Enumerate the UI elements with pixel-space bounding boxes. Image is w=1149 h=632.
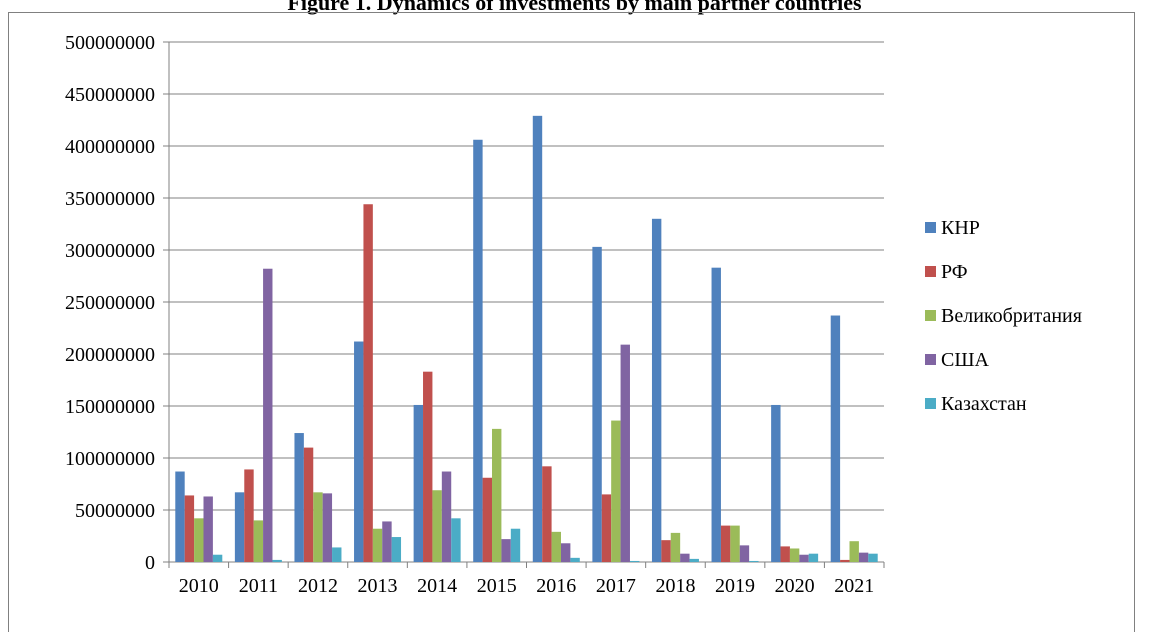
legend-swatch	[925, 310, 936, 321]
bar	[492, 428, 502, 562]
bar	[203, 496, 213, 562]
bar	[212, 554, 223, 562]
bar	[808, 553, 819, 562]
y-tick-label: 0	[145, 552, 155, 574]
x-tick-label: 2018	[655, 575, 695, 597]
y-tick-label: 100000000	[65, 448, 155, 470]
bar	[840, 559, 850, 562]
bar	[749, 560, 759, 562]
bar	[313, 492, 323, 562]
y-tick-label: 300000000	[65, 240, 155, 262]
x-tick-label: 2016	[536, 575, 576, 597]
bar	[858, 552, 869, 562]
bar	[423, 371, 433, 562]
bar	[382, 521, 392, 562]
bar	[570, 557, 580, 562]
bar	[354, 341, 364, 562]
chart-frame	[8, 12, 1135, 632]
bar	[611, 420, 621, 562]
y-tick-label: 150000000	[65, 396, 155, 418]
x-tick-label: 2012	[298, 575, 338, 597]
legend-label: США	[941, 349, 990, 371]
x-tick-label: 2015	[477, 575, 517, 597]
bar	[432, 490, 442, 562]
bar	[780, 546, 790, 562]
bar	[332, 547, 342, 562]
bar	[551, 531, 561, 562]
y-tick-label: 500000000	[65, 32, 155, 54]
bar	[451, 518, 461, 562]
bar	[771, 404, 781, 562]
bar	[263, 268, 273, 562]
bar	[739, 545, 750, 562]
bar	[303, 447, 314, 562]
bar	[194, 518, 204, 562]
legend-label: Казахстан	[941, 393, 1027, 415]
bar	[272, 559, 282, 562]
legend-swatch	[925, 222, 936, 233]
bar	[184, 495, 195, 562]
bar	[629, 560, 640, 562]
bar-chart: 0 50000000 100000000 150000000 200000000 2500…	[65, 32, 1082, 597]
bar	[711, 267, 721, 562]
bar	[532, 115, 543, 562]
bar	[234, 492, 245, 562]
bar	[620, 344, 630, 562]
bar	[501, 539, 511, 562]
bar	[799, 554, 809, 562]
bar	[830, 315, 841, 562]
legend-label: РФ	[941, 261, 968, 283]
x-tick-label: 2014	[417, 575, 457, 597]
y-tick-label: 400000000	[65, 136, 155, 158]
bar	[730, 525, 740, 562]
legend-label: КНР	[941, 217, 980, 239]
y-tick-label: 250000000	[65, 292, 155, 314]
bar	[253, 520, 264, 562]
y-tick-label: 50000000	[75, 500, 155, 522]
bar	[175, 471, 185, 562]
bar	[789, 548, 800, 562]
bar	[592, 246, 602, 562]
y-tick-label: 450000000	[65, 84, 155, 106]
bar	[372, 528, 383, 562]
bar	[868, 553, 878, 562]
legend-label: Великобритания	[941, 305, 1082, 327]
bar	[689, 558, 699, 562]
y-tick-label: 200000000	[65, 344, 155, 366]
bar	[560, 543, 571, 562]
x-tick-label: 2021	[834, 575, 874, 597]
bar	[322, 493, 333, 562]
y-tick-label: 350000000	[65, 188, 155, 210]
bar	[720, 525, 731, 562]
bar	[294, 433, 304, 562]
bar	[473, 139, 483, 562]
legend-swatch	[925, 354, 936, 365]
legend-swatch	[925, 266, 936, 277]
bar	[680, 553, 690, 562]
x-tick-label: 2020	[775, 575, 815, 597]
bar	[482, 477, 493, 562]
x-tick-label: 2010	[179, 575, 219, 597]
chart-title: Figure 1. Dynamics of investments by mai…	[287, 0, 862, 15]
x-tick-label: 2011	[239, 575, 278, 597]
bar	[510, 528, 521, 562]
bar	[363, 204, 373, 563]
legend-swatch	[925, 398, 936, 409]
x-tick-label: 2013	[358, 575, 398, 597]
x-tick-label: 2017	[596, 575, 636, 597]
bar	[661, 540, 671, 562]
bar	[651, 218, 662, 563]
bar	[849, 541, 859, 562]
bar	[413, 404, 424, 562]
bar	[670, 532, 681, 562]
bar	[542, 466, 552, 562]
x-tick-label: 2019	[715, 575, 755, 597]
bar	[391, 537, 402, 562]
bar	[441, 471, 452, 562]
bar	[601, 494, 612, 562]
bar	[244, 469, 254, 562]
